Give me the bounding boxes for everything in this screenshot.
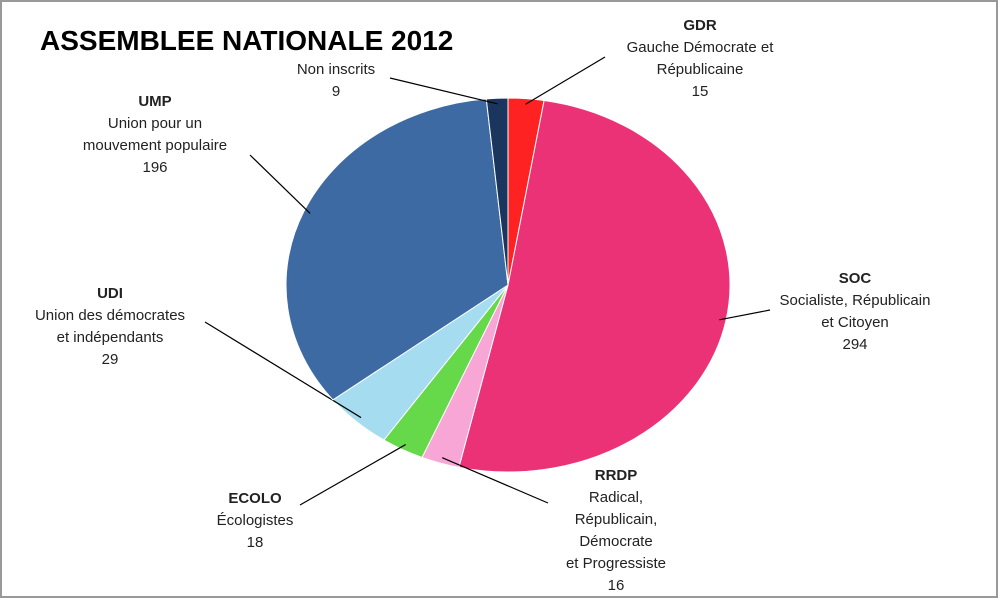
leader-line — [299, 444, 406, 506]
description-label: Démocrate — [579, 533, 652, 550]
description-label: Écologistes — [217, 512, 294, 529]
value-label: 29 — [102, 351, 119, 368]
description-label: et Citoyen — [821, 314, 889, 331]
chart-title: ASSEMBLEE NATIONALE 2012 — [40, 25, 453, 56]
description-label: mouvement populaire — [83, 137, 227, 154]
category-label: ECOLO — [228, 490, 282, 507]
leader-line — [249, 154, 311, 214]
description-label: Gauche Démocrate et — [627, 39, 775, 56]
leader-line — [204, 321, 362, 419]
description-label: et Progressiste — [566, 555, 666, 572]
category-label: RRDP — [595, 467, 638, 484]
value-label: 16 — [608, 577, 625, 594]
description-label: Radical, — [589, 489, 643, 506]
value-label: 9 — [332, 83, 340, 100]
value-label: 15 — [692, 83, 709, 100]
category-label: SOC — [839, 270, 872, 287]
category-label: UDI — [97, 285, 123, 302]
pie-slice — [458, 99, 731, 473]
description-label: Républicain, — [575, 511, 658, 528]
leader-line — [525, 56, 606, 105]
description-label: Non inscrits — [297, 61, 375, 78]
description-label: Républicaine — [657, 61, 744, 78]
value-label: 18 — [247, 534, 264, 551]
description-label: Union pour un — [108, 115, 202, 132]
pie-slice — [485, 97, 509, 286]
leader-line — [719, 309, 771, 321]
value-label: 196 — [142, 159, 167, 176]
description-label: Union des démocrates — [35, 307, 185, 324]
leader-line — [442, 457, 549, 504]
leader-line — [389, 77, 498, 105]
value-label: 294 — [842, 336, 867, 353]
pie-slice — [285, 98, 509, 401]
description-label: et indépendants — [57, 329, 164, 346]
category-label: GDR — [683, 17, 717, 34]
description-label: Socialiste, Républicain — [780, 292, 931, 309]
category-label: UMP — [138, 93, 171, 110]
